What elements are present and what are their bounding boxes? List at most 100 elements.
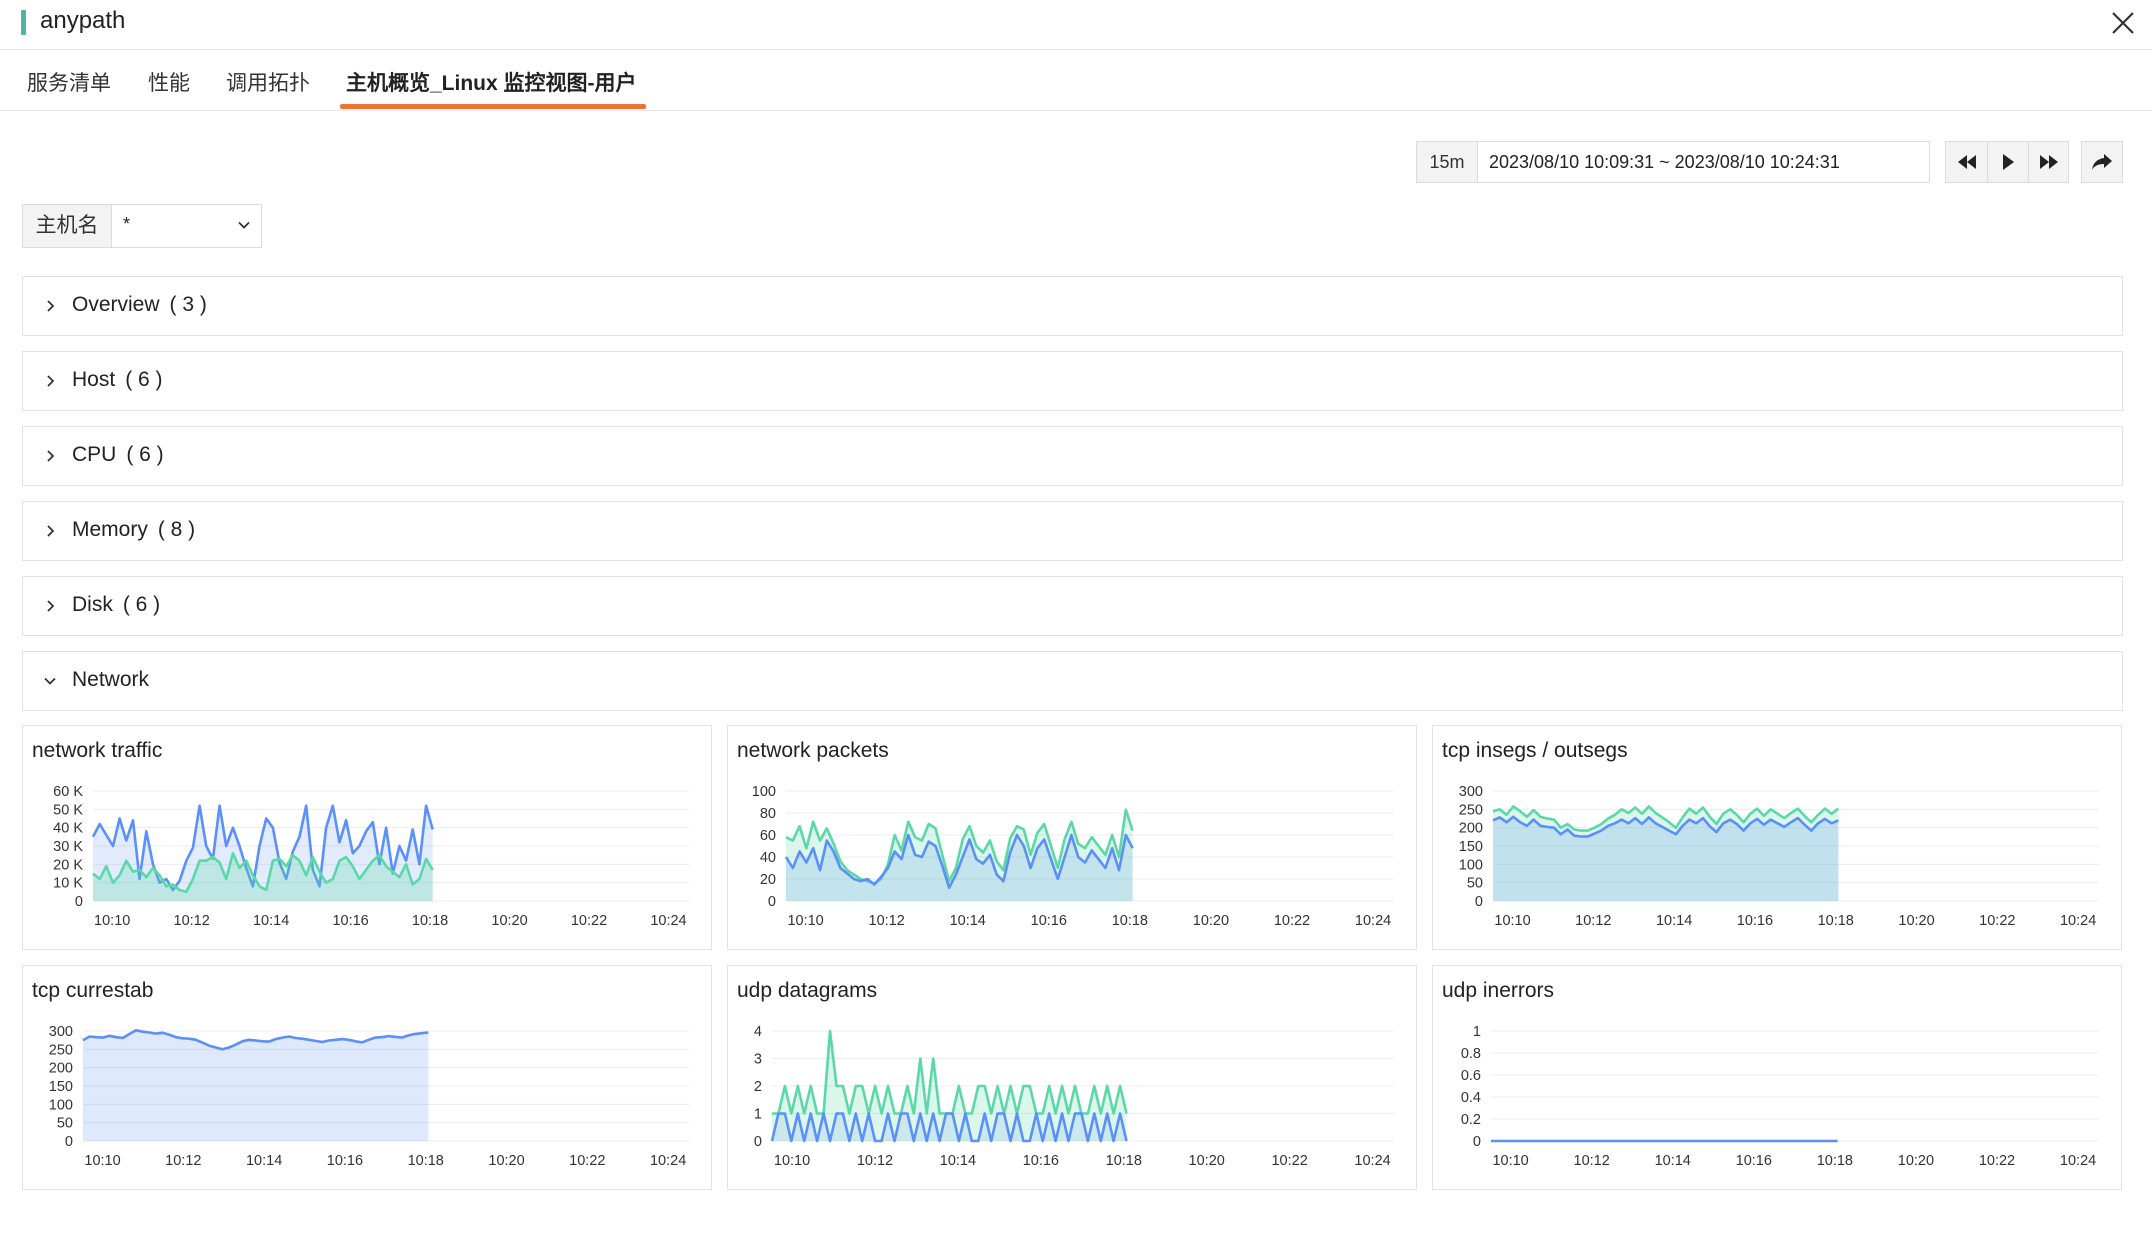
host-select-value: * [123,214,131,234]
y-tick-label: 1 [754,1107,762,1123]
tab-performance[interactable]: 性能 [148,72,190,95]
divider [2028,142,2029,182]
section-memory[interactable]: Memory ( 8 ) [22,501,2123,561]
tab-host-overview-linux[interactable]: 主机概览_Linux 监控视图-用户 [346,72,637,95]
time-range-text[interactable]: 2023/08/10 10:09:31 ~ 2023/08/10 10:24:3… [1489,152,1840,172]
series-line [82,1029,429,1051]
x-tick-label: 10:12 [1574,1153,1610,1169]
panel-title: tcp currestab [32,979,154,1002]
x-tick-label: 10:20 [491,913,527,929]
x-tick-label: 10:24 [2060,1153,2096,1169]
panel-title: network packets [737,739,889,762]
tcp-insegs-outsegs-chart: 0 50 100 150 200 250 300 10:10 10:12 10:14 10:16 10… [1459,784,2099,929]
section-host[interactable]: Host ( 6 ) [22,351,2123,411]
x-tick-label: 10:14 [940,1153,976,1169]
x-tick-label: 10:22 [1979,1153,2015,1169]
chevron-down-icon [44,677,56,685]
divider [1987,142,1988,182]
x-tick-label: 10:24 [650,913,686,929]
series-line [770,1112,1128,1143]
series-line [92,852,434,894]
x-tick-label: 10:16 [1736,1153,1772,1169]
x-tick-label: 10:18 [1817,1153,1853,1169]
y-tick-label: 200 [1459,821,1483,837]
section-overview[interactable]: Overview ( 3 ) [22,276,2123,336]
share-icon[interactable] [2081,141,2123,183]
tab-call-topology[interactable]: 调用拓扑 [226,72,310,95]
x-tick-label: 10:22 [571,913,607,929]
x-tick-label: 10:10 [787,913,823,929]
x-tick-label: 10:20 [1189,1153,1225,1169]
host-select[interactable]: * [111,205,261,247]
section-count: ( 3 ) [169,293,207,316]
x-tick-label: 10:24 [650,1153,686,1169]
section-network[interactable]: Network [22,651,2123,711]
x-tick-label: 10:14 [246,1153,282,1169]
y-tick-label: 1 [1473,1024,1481,1040]
x-tick-label: 10:16 [1031,913,1067,929]
y-tick-label: 300 [1459,784,1483,800]
y-tick-label: 3 [754,1052,762,1068]
y-tick-label: 10 K [53,876,83,892]
rewind-icon[interactable] [1946,142,1987,182]
section-count: ( 6 ) [125,368,163,391]
y-tick-label: 0 [1473,1134,1481,1150]
x-tick-label: 10:18 [408,1153,444,1169]
udp-datagrams-chart: 0 1 2 3 4 10:10 10:12 10:14 10:16 10:18 10:20 10:22… [754,1024,1394,1169]
time-preset[interactable]: 15m [1417,142,1478,182]
y-tick-label: 250 [49,1042,73,1058]
panel-title: tcp insegs / outsegs [1442,739,1628,762]
y-tick-label: 0.8 [1461,1046,1481,1062]
y-tick-label: 20 [760,872,776,888]
tcp-currestab-chart: 0 50 100 150 200 250 300 10:10 10:12 10:14 10:16 10… [49,1024,689,1169]
y-tick-label: 60 K [53,784,83,800]
x-tick-label: 10:18 [1112,913,1148,929]
y-tick-label: 0.4 [1461,1090,1481,1106]
section-disk[interactable]: Disk ( 6 ) [22,576,2123,636]
x-tick-label: 10:12 [165,1153,201,1169]
y-tick-label: 60 [760,828,776,844]
y-tick-label: 0 [754,1134,762,1150]
y-tick-label: 0 [65,1134,73,1150]
chevron-right-icon [47,300,55,312]
y-tick-label: 80 [760,806,776,822]
x-tick-label: 10:16 [1023,1153,1059,1169]
series-line [785,808,1134,885]
fast-forward-icon[interactable] [2028,142,2069,182]
x-tick-label: 10:18 [1106,1153,1142,1169]
panel-network-traffic: network traffic 0 10 K 20 K 30 K 40 K 50 K 60 … [22,725,712,950]
chevron-right-icon [47,600,55,612]
udp-inerrors-chart: 0 0.2 0.4 0.6 0.8 1 10:10 10:12 10:14 10:16 10:18 1… [1461,1024,2099,1169]
active-tab-indicator [340,104,646,109]
tab-bar: 服务清单 性能 调用拓扑 主机概览_Linux 监控视图-用户 [0,50,2152,111]
section-count: ( 8 ) [157,518,196,541]
x-tick-label: 10:10 [84,1153,120,1169]
y-tick-label: 40 [760,850,776,866]
x-tick-label: 10:14 [253,913,289,929]
x-tick-label: 10:10 [94,913,130,929]
y-tick-label: 2 [754,1079,762,1095]
x-tick-label: 10:16 [327,1153,363,1169]
play-icon[interactable] [1987,142,2028,182]
y-tick-label: 150 [1459,839,1483,855]
x-tick-label: 10:24 [2060,913,2096,929]
close-icon[interactable] [2108,8,2138,38]
y-tick-label: 250 [1459,802,1483,818]
y-tick-label: 50 [57,1116,73,1132]
chevron-right-icon [47,375,55,387]
section-cpu[interactable]: CPU ( 6 ) [22,426,2123,486]
y-tick-label: 20 K [53,857,83,873]
time-range-picker[interactable]: 15m 2023/08/10 10:09:31 ~ 2023/08/10 10:… [1416,141,1930,183]
panel-network-packets: network packets 0 20 40 60 80 100 10:10 10:12 10… [727,725,1417,950]
x-tick-label: 10:10 [774,1153,810,1169]
x-tick-label: 10:12 [174,913,210,929]
x-tick-label: 10:14 [950,913,986,929]
y-tick-label: 0 [1475,894,1483,910]
x-tick-label: 10:24 [1355,913,1391,929]
title-bar: anypath [0,0,2152,50]
tab-service-list[interactable]: 服务清单 [27,72,111,95]
panel-title: udp datagrams [737,979,878,1002]
x-tick-label: 10:14 [1655,1153,1691,1169]
y-tick-label: 0 [75,894,83,910]
series-line [91,804,434,892]
